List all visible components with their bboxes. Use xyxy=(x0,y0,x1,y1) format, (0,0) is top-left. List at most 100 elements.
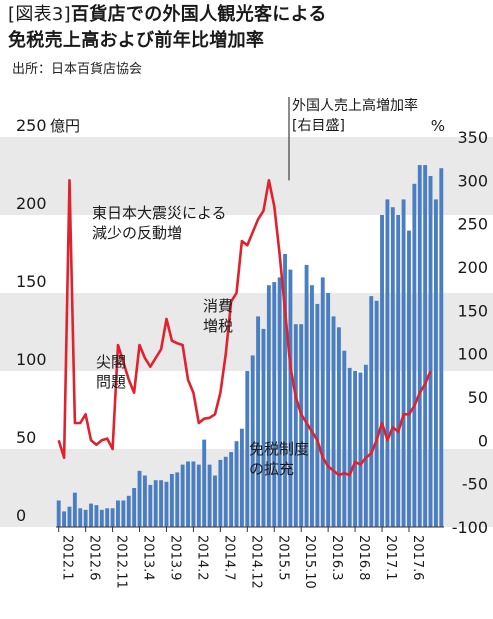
left-tick-label: 0 xyxy=(16,506,26,525)
bar xyxy=(121,500,126,527)
right-tick-label: 250 xyxy=(457,215,488,234)
bar xyxy=(304,264,309,527)
right-tick-label: 50 xyxy=(468,388,488,407)
x-tick-label: 2012.6 xyxy=(87,535,102,581)
bar xyxy=(283,254,287,527)
figure-label: [図表3] xyxy=(8,4,71,25)
bar xyxy=(428,176,433,527)
bar xyxy=(213,475,217,527)
bar xyxy=(417,165,422,527)
bar xyxy=(137,470,142,527)
bar xyxy=(153,480,158,527)
left-tick-label: 200 xyxy=(16,194,47,213)
bar xyxy=(266,285,271,527)
bar xyxy=(78,508,83,527)
bar xyxy=(89,503,93,527)
title-line-2: 免税売上高および前年比増加率 xyxy=(8,30,265,51)
x-tick-label: 2012.11 xyxy=(114,535,129,589)
bar xyxy=(363,364,368,527)
bar xyxy=(353,371,358,527)
bar xyxy=(142,475,147,527)
bar xyxy=(326,293,331,527)
bar xyxy=(347,367,352,527)
bar xyxy=(180,464,185,527)
bar xyxy=(229,452,234,527)
x-tick-label: 2014.2 xyxy=(194,535,209,581)
x-tick-label: 2016.8 xyxy=(356,535,371,581)
right-tick-label: 0 xyxy=(478,431,488,450)
x-tick-label: 2016.3 xyxy=(329,535,344,581)
right-tick-label: 300 xyxy=(457,171,488,190)
bar xyxy=(169,473,174,527)
bar xyxy=(310,285,314,527)
annotation-line-2: 問題 xyxy=(96,373,126,391)
bar xyxy=(132,488,137,527)
right-axis-unit: % xyxy=(431,117,445,135)
bar xyxy=(56,500,61,527)
bar xyxy=(234,441,239,527)
x-tick-label: 2014.12 xyxy=(248,535,263,589)
bar xyxy=(277,277,282,527)
right-tick-label: 350 xyxy=(457,128,488,147)
bar xyxy=(336,327,341,527)
bar xyxy=(116,500,120,527)
bar xyxy=(62,511,67,527)
x-tick-label: 2015.10 xyxy=(302,535,317,589)
right-tick-label: 150 xyxy=(457,301,488,320)
left-tick-label: 50 xyxy=(16,428,36,447)
line-axis-note: [右目盛] xyxy=(292,118,345,134)
bar xyxy=(315,303,320,527)
bar xyxy=(374,300,379,527)
bar xyxy=(342,350,347,527)
bar xyxy=(207,464,212,527)
bar xyxy=(148,484,153,527)
bar xyxy=(390,207,395,527)
annotation-line-1: 東日本大震災による xyxy=(92,204,227,222)
left-tick-label: 100 xyxy=(16,350,47,369)
bar xyxy=(299,324,304,527)
bar xyxy=(175,472,180,527)
bar xyxy=(218,459,223,527)
bar xyxy=(83,509,88,527)
bar xyxy=(126,495,131,527)
bar xyxy=(293,324,298,527)
bar xyxy=(164,481,169,527)
bar xyxy=(223,456,228,527)
bar xyxy=(401,199,406,527)
bar xyxy=(256,316,261,527)
left-tick-label: 150 xyxy=(16,272,47,291)
left-axis-unit: 億円 xyxy=(50,117,80,135)
bar xyxy=(159,480,164,527)
right-tick-label: 200 xyxy=(457,258,488,277)
annotation-line-2: 減少の反動増 xyxy=(92,224,182,242)
bar xyxy=(369,296,374,527)
right-tick-label: -50 xyxy=(462,475,488,494)
bar xyxy=(380,215,384,527)
source-note: 出所：日本百貨店協会 xyxy=(12,62,143,77)
bar xyxy=(196,464,201,527)
x-tick-label: 2012.1 xyxy=(60,535,75,581)
right-tick-label: 100 xyxy=(457,345,488,364)
bar xyxy=(288,269,293,527)
bar xyxy=(407,230,411,527)
bar xyxy=(186,461,190,527)
x-tick-label: 2014.7 xyxy=(221,535,236,581)
bar xyxy=(67,506,72,527)
bar xyxy=(94,505,99,527)
bar xyxy=(261,328,266,527)
bar xyxy=(412,183,417,528)
annotation-line-1: 消費 xyxy=(203,297,233,315)
bar xyxy=(439,168,444,527)
bar xyxy=(72,492,77,527)
bar xyxy=(239,428,244,527)
grid-band xyxy=(0,137,493,215)
bar xyxy=(250,355,255,527)
growth-rate-line xyxy=(57,179,432,477)
bar xyxy=(245,371,250,527)
bar xyxy=(433,199,438,527)
x-tick-label: 2013.4 xyxy=(141,535,156,581)
bar xyxy=(320,277,325,527)
title-line-1: 百貨店での外国人観光客による xyxy=(71,4,327,25)
bar xyxy=(191,461,196,527)
